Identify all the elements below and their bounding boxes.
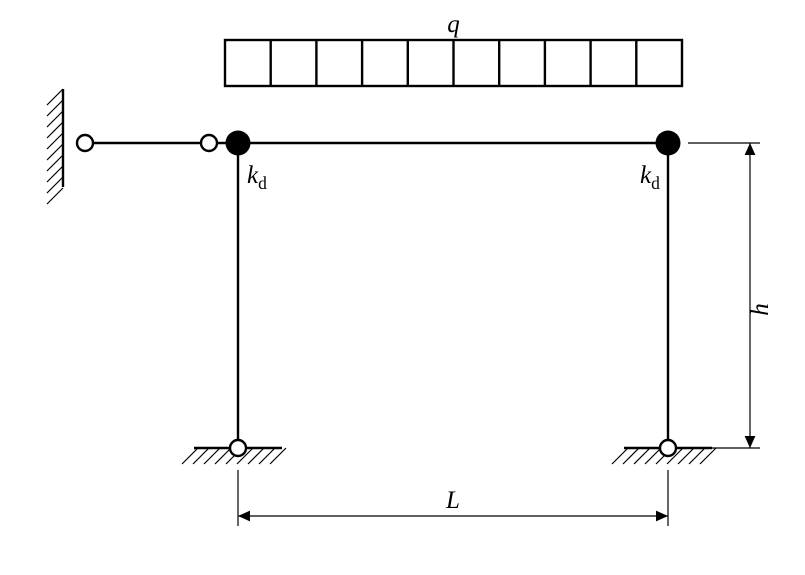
distributed-load: q xyxy=(225,11,682,86)
base-hinge-left xyxy=(230,440,246,456)
dim-L-label: L xyxy=(445,487,460,514)
rot-spring-right xyxy=(656,131,681,156)
wall-support xyxy=(47,89,63,204)
frame-members xyxy=(85,143,668,448)
beam-hinge-left xyxy=(201,135,217,151)
kd-label-right: kd xyxy=(640,162,660,193)
joints xyxy=(77,131,681,457)
base-hinge-right xyxy=(660,440,676,456)
dim-L: L xyxy=(238,470,668,526)
wall-hinge xyxy=(77,135,93,151)
kd-label-left: kd xyxy=(247,162,267,193)
dim-h-label: h xyxy=(747,303,774,316)
rot-spring-left xyxy=(226,131,251,156)
load-label: q xyxy=(447,11,460,38)
dim-h: h xyxy=(688,143,774,448)
